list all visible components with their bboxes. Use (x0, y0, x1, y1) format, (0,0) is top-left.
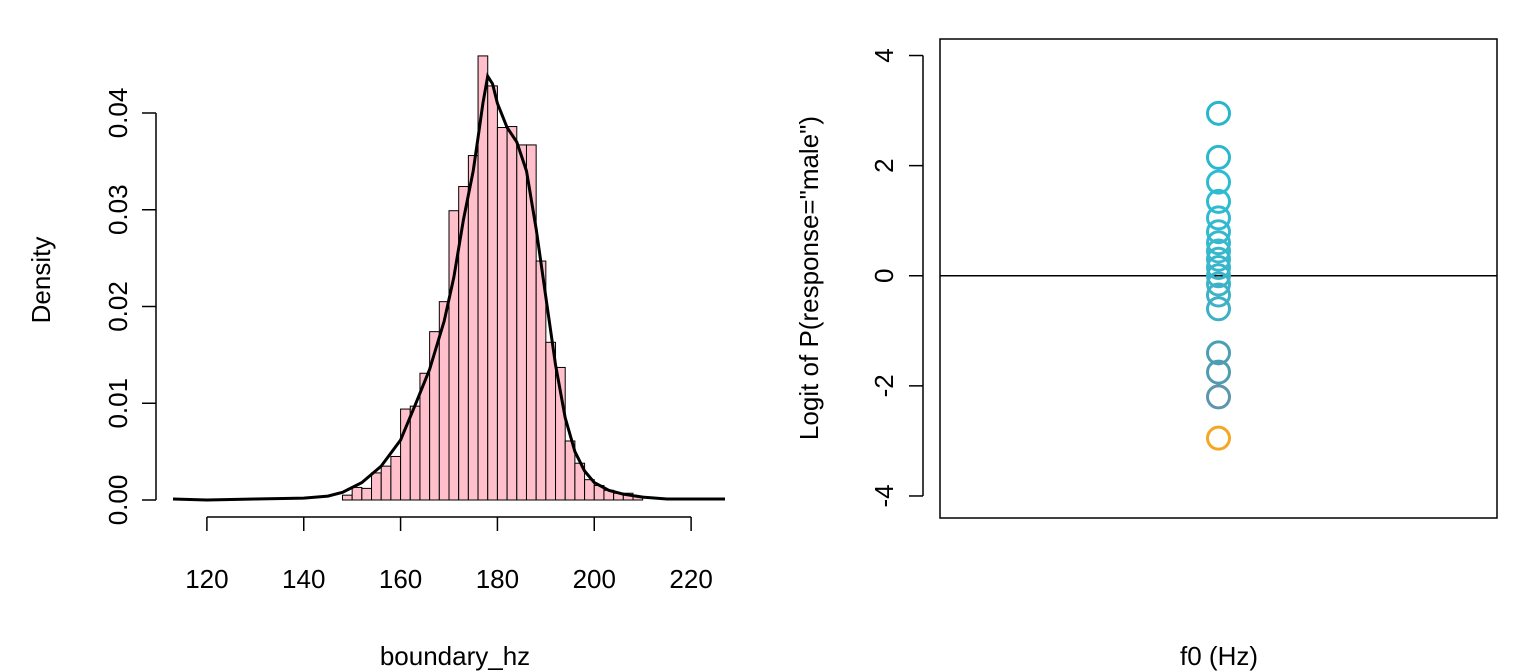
y-axis: -4 -2 0 2 4 (869, 48, 924, 508)
scatter-point (1206, 169, 1231, 195)
scatter-point (1206, 425, 1231, 451)
y-tick-label: 0.00 (103, 475, 133, 526)
y-axis: 0.00 0.01 0.02 0.03 0.04 (103, 88, 157, 526)
x-tick-label: 180 (476, 564, 519, 594)
y-tick-label: 4 (869, 48, 899, 62)
y-tick-label: 0 (869, 269, 899, 283)
scatter-point (1206, 205, 1231, 231)
scatter-point (1206, 238, 1231, 264)
scatter-point (1206, 144, 1231, 170)
y-tick-label: -4 (869, 484, 899, 507)
x-tick-label: 220 (669, 564, 712, 594)
scatter-points (1206, 100, 1231, 451)
histogram-bar (380, 465, 392, 501)
histogram-bar (516, 144, 527, 501)
x-axis-label: boundary_hz (380, 641, 530, 671)
scatter-point (1206, 296, 1231, 322)
x-tick-label: 160 (379, 564, 422, 594)
scatter-panel: -4 -2 0 2 4 f0 (Hz) Logit of P(response="mal… (794, 38, 1498, 671)
histogram-bar (341, 494, 353, 501)
scatter-point (1206, 263, 1231, 289)
y-tick-label: 0.01 (103, 378, 133, 429)
histogram-panel: 120 140 160 180 200 220 0.000.010.020.030.04 … (26, 55, 725, 671)
histogram-bar (545, 341, 557, 501)
histogram-bar (496, 127, 508, 501)
scatter-point (1206, 384, 1231, 410)
histogram-bars (341, 55, 644, 501)
scatter-point (1206, 230, 1231, 256)
histogram-bar (409, 405, 421, 501)
x-tick-label: 120 (185, 564, 228, 594)
scatter-point (1206, 219, 1231, 245)
y-axis-label: Logit of P(response="male") (794, 116, 824, 440)
histogram-bar (506, 126, 518, 501)
scatter-point (1206, 100, 1231, 126)
histogram-bar (487, 85, 498, 501)
y-axis-label: Density (26, 237, 56, 324)
y-tick-label: 0.04 (103, 88, 133, 139)
histogram-bar (555, 366, 566, 501)
histogram-bar (467, 155, 479, 501)
histogram-bar (371, 472, 382, 501)
y-tick-label: -2 (869, 374, 899, 397)
histogram-bar (351, 486, 363, 501)
scatter-point (1206, 282, 1231, 308)
x-axis: 120 140 160 180 200 220 (185, 516, 713, 594)
scatter-point (1206, 254, 1231, 280)
density-curve (172, 72, 725, 502)
histogram-bar (361, 487, 373, 501)
scatter-point (1206, 359, 1231, 385)
y-tick-label: 0.02 (103, 281, 133, 332)
scatter-point (1206, 188, 1231, 214)
y-tick-label: 0.03 (103, 184, 133, 235)
scatter-point (1206, 246, 1231, 272)
x-tick-label: 200 (573, 564, 616, 594)
plot-frame (939, 38, 1498, 519)
histogram-bar (390, 455, 402, 501)
x-tick-label: 140 (282, 564, 325, 594)
scatter-point (1206, 340, 1231, 366)
y-tick-label: 2 (869, 158, 899, 172)
x-axis-label: f0 (Hz) (1180, 641, 1258, 671)
scatter-point (1206, 271, 1231, 297)
